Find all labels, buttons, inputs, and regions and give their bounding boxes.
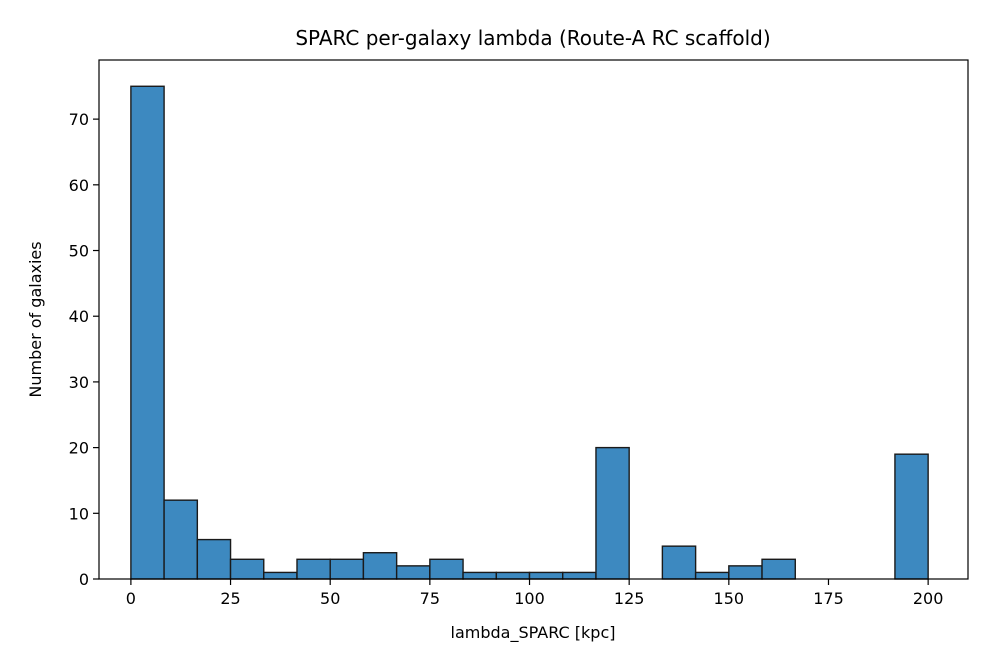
histogram-bar [329, 558, 365, 580]
y-tick-label: 20 [69, 439, 89, 458]
x-axis-label: lambda_SPARC [kpc] [451, 623, 616, 643]
bars-group [130, 85, 929, 580]
histogram-bar [462, 571, 498, 580]
x-tick-label: 75 [420, 589, 440, 608]
plot-frame [98, 59, 969, 580]
y-tick-label: 0 [79, 570, 89, 589]
histogram-bar [528, 571, 564, 580]
y-tick-label: 70 [69, 110, 89, 129]
y-axis-ticks: 0 10 20 30 40 50 60 70 [69, 110, 99, 589]
x-tick-label: 0 [126, 589, 136, 608]
histogram-bar [562, 571, 597, 580]
histogram-bar [229, 558, 265, 580]
chart-title: SPARC per-galaxy lambda (Route-A RC scaf… [295, 26, 770, 50]
histogram-bar [694, 571, 730, 580]
histogram-bar [495, 571, 531, 580]
histogram-bar [429, 558, 464, 580]
y-axis-label: Number of galaxies [26, 241, 45, 397]
x-tick-label: 100 [514, 589, 545, 608]
histogram-bar [196, 538, 232, 580]
histogram-bar [395, 565, 431, 580]
histogram-bar [595, 446, 630, 580]
x-tick-label: 200 [913, 589, 944, 608]
y-tick-label: 50 [69, 242, 89, 261]
histogram-bar [761, 558, 796, 580]
y-tick-label: 10 [69, 504, 89, 523]
y-tick-label: 40 [69, 307, 89, 326]
histogram-bar [130, 85, 165, 580]
histogram-bar [728, 565, 763, 580]
histogram-bar [894, 453, 929, 580]
x-tick-label: 175 [813, 589, 844, 608]
histogram-bar [661, 545, 697, 580]
x-tick-label: 125 [614, 589, 645, 608]
y-tick-label: 30 [69, 373, 89, 392]
x-tick-label: 25 [220, 589, 240, 608]
x-tick-label: 150 [714, 589, 745, 608]
x-axis-ticks: 0 25 50 75 100 125 150 175 200 [126, 579, 944, 608]
histogram-bar [263, 571, 298, 580]
histogram-bar [362, 552, 398, 580]
histogram-bar [296, 558, 331, 580]
x-tick-label: 50 [320, 589, 340, 608]
histogram-bar [163, 499, 199, 580]
y-tick-label: 60 [69, 176, 89, 195]
